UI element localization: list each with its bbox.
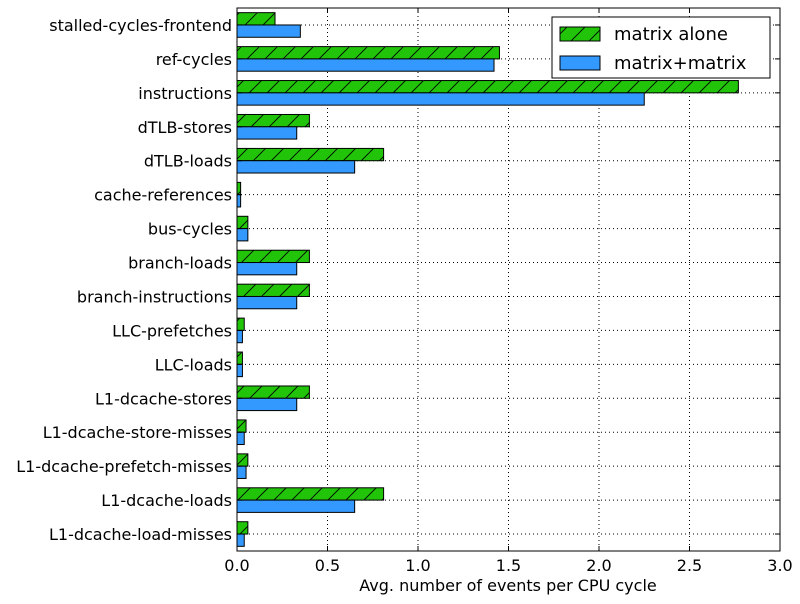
bar-matrix-matrix-instructions — [236, 92, 645, 106]
bar-matrix-matrix-LLC-loads — [236, 363, 243, 378]
bar-hatch-L1-dcache-load-misses — [237, 521, 248, 535]
x-tick-labels: 0.0 0.5 1.0 1.5 2.0 2.5 3.0 — [224, 556, 792, 575]
bar-hatch-L1-dcache-stores — [237, 385, 310, 399]
y-tick-label: ref-cycles — [156, 50, 232, 69]
x-tick-label: 1.5 — [496, 556, 521, 575]
bars — [236, 12, 739, 547]
bar-hatch-ref-cycles — [237, 46, 500, 59]
bar-hatch-stalled-cycles-frontend — [237, 12, 276, 25]
bar-matrix-matrix-bus-cycles — [236, 228, 249, 242]
x-tick-label: 1.0 — [405, 556, 430, 575]
bar-hatch-LLC-prefetches — [237, 318, 245, 331]
y-tick-label: L1-dcache-stores — [95, 389, 232, 408]
y-tick-label: LLC-loads — [155, 355, 232, 374]
bar-matrix-matrix-stalled-cycles-frontend — [236, 24, 301, 38]
x-tick-label: 3.0 — [767, 556, 792, 575]
bar-matrix-matrix-L1-dcache-load-misses — [236, 533, 245, 547]
legend-label-matrix-alone: matrix alone — [614, 24, 728, 45]
y-tick-label: stalled-cycles-frontend — [49, 16, 232, 35]
y-tick-label: dTLB-loads — [144, 152, 232, 171]
y-tick-label: L1-dcache-store-misses — [43, 423, 232, 442]
y-tick-label: dTLB-stores — [138, 118, 232, 137]
bar-hatch-cache-references — [237, 182, 241, 195]
bar-hatch-dTLB-stores — [237, 114, 310, 127]
legend-swatch-matrix-matrix — [559, 55, 601, 71]
bar-hatch-bus-cycles — [237, 216, 248, 229]
bar-matrix-matrix-LLC-prefetches — [236, 329, 243, 344]
y-tick-label: instructions — [138, 84, 232, 103]
ticks — [236, 8, 781, 551]
bar-matrix-matrix-branch-loads — [236, 262, 298, 276]
bar-matrix-matrix-L1-dcache-stores — [236, 397, 298, 412]
bar-matrix-matrix-dTLB-stores — [236, 126, 298, 140]
y-tick-label: L1-dcache-loads — [101, 491, 232, 510]
legend: matrix alone matrix+matrix — [551, 16, 771, 79]
y-tick-label: bus-cycles — [148, 220, 232, 239]
y-tick-label: LLC-prefetches — [112, 321, 232, 340]
x-tick-label: 2.0 — [586, 556, 611, 575]
y-tick-labels: stalled-cycles-frontend ref-cycles instruc… — [16, 16, 232, 544]
grid — [237, 8, 780, 551]
y-tick-label: branch-instructions — [77, 287, 232, 306]
bar-matrix-matrix-dTLB-loads — [236, 160, 356, 174]
y-tick-label: L1-dcache-prefetch-misses — [16, 457, 232, 476]
bar-hatch-LLC-loads — [237, 352, 243, 365]
bar-hatch-L1-dcache-store-misses — [237, 419, 247, 433]
bar-matrix-matrix-L1-dcache-prefetch-misses — [236, 465, 247, 479]
x-axis-label: Avg. number of events per CPU cycle — [359, 576, 656, 595]
bar-hatch-branch-instructions — [237, 284, 310, 297]
bar-matrix-matrix-L1-dcache-store-misses — [236, 431, 245, 446]
bar-matrix-matrix-branch-instructions — [236, 295, 298, 310]
bar-hatch-branch-loads — [237, 250, 310, 263]
x-tick-label: 0.0 — [224, 556, 249, 575]
x-tick-label: 0.5 — [315, 556, 340, 575]
y-tick-label: cache-references — [94, 186, 232, 205]
bar-matrix-matrix-cache-references — [236, 194, 242, 208]
y-tick-label: branch-loads — [128, 254, 232, 273]
bar-hatch-instructions — [237, 80, 739, 93]
bar-matrix-matrix-L1-dcache-loads — [236, 499, 356, 513]
bar-hatch-L1-dcache-prefetch-misses — [237, 453, 248, 467]
legend-label-matrix-matrix: matrix+matrix — [614, 53, 747, 74]
bar-hatch-dTLB-loads — [237, 148, 384, 161]
x-tick-label: 2.5 — [677, 556, 702, 575]
bar-hatch-L1-dcache-loads — [237, 487, 384, 501]
bar-matrix-matrix-ref-cycles — [236, 58, 495, 72]
legend-swatch-hatch — [560, 27, 600, 41]
y-tick-label: L1-dcache-load-misses — [49, 525, 232, 544]
